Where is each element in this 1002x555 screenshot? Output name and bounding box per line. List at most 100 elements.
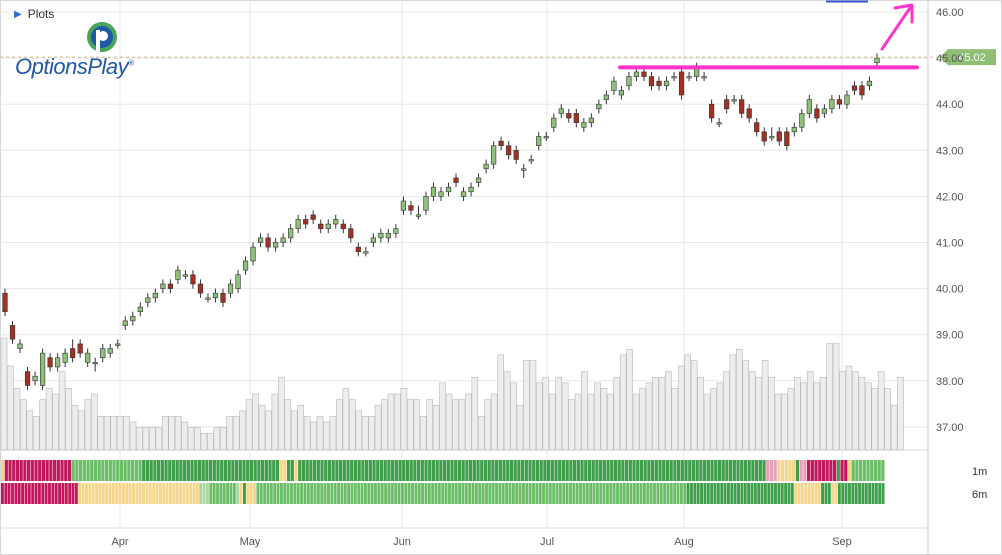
score-cell: [232, 483, 236, 504]
score-cell: [37, 483, 41, 504]
score-cell: [542, 483, 546, 504]
score-cell: [498, 483, 502, 504]
score-cell: [584, 460, 588, 481]
score-cell: [142, 483, 146, 504]
score-cell: [548, 483, 552, 504]
candle-down: [310, 214, 316, 220]
score-cell: [642, 483, 646, 504]
score-cell: [773, 460, 777, 481]
volume-bar: [65, 388, 72, 451]
score-cell: [639, 483, 643, 504]
score-cell: [125, 483, 129, 504]
score-cell: [716, 483, 720, 504]
candle-down: [678, 71, 685, 96]
score-cell: [841, 483, 845, 504]
candle-down: [648, 76, 655, 87]
score-cell: [483, 460, 488, 481]
candle-up: [242, 260, 249, 271]
score-cell: [515, 483, 519, 504]
score-cell: [814, 460, 818, 481]
volume-bar: [781, 393, 788, 451]
candle-down: [709, 103, 715, 119]
candle-down: [724, 99, 730, 110]
volume-bar: [297, 404, 305, 451]
score-label: 6m: [972, 489, 987, 501]
candle-up: [528, 159, 534, 162]
score-cell: [316, 483, 320, 504]
score-cell: [206, 483, 209, 504]
candle-up: [273, 242, 279, 248]
score-cell: [766, 460, 770, 481]
score-cell: [699, 460, 703, 481]
score-cell: [182, 483, 186, 504]
score-cell: [313, 483, 317, 504]
score-cell: [400, 483, 404, 504]
volume-bar: [187, 427, 195, 451]
candle-up: [701, 76, 707, 79]
score-cell: [384, 483, 388, 504]
volume-bar: [419, 416, 427, 451]
candle-down: [566, 113, 572, 119]
volume-bar: [303, 416, 311, 451]
score-cell: [185, 483, 189, 504]
candle-down: [761, 131, 767, 142]
score-cell: [729, 460, 733, 481]
score-cell: [409, 460, 413, 481]
score-cell: [335, 460, 339, 481]
score-cell: [730, 483, 734, 504]
score-cell: [532, 483, 535, 504]
score-cell: [79, 460, 83, 481]
logo-p-icon: [87, 22, 117, 52]
score-cell: [647, 460, 651, 481]
volume-bar: [645, 382, 653, 451]
score-cell: [216, 460, 220, 481]
candle-down: [656, 80, 662, 87]
score-cell: [862, 460, 866, 481]
score-cell: [569, 483, 572, 504]
plots-toggle[interactable]: ▶ Plots: [14, 7, 54, 21]
score-cell: [680, 460, 684, 481]
score-cell: [368, 460, 372, 481]
score-cell: [189, 483, 193, 504]
score-cell: [831, 483, 835, 504]
score-cell: [625, 460, 629, 481]
score-cell: [784, 483, 788, 504]
score-cell: [152, 483, 156, 504]
score-cell: [239, 483, 243, 504]
score-cell: [774, 483, 777, 504]
score-cell: [663, 483, 667, 504]
annotations: 45.02: [0, 0, 996, 70]
score-cell: [599, 483, 603, 504]
score-cell: [750, 483, 754, 504]
score-cell: [253, 483, 256, 504]
plots-label: Plots: [27, 7, 55, 21]
volume-bar: [871, 388, 879, 451]
score-cell: [606, 483, 609, 504]
candle-up: [483, 163, 489, 170]
score-cell: [169, 483, 172, 504]
score-cell: [394, 460, 398, 481]
score-cell: [98, 483, 102, 504]
score-cell: [448, 483, 451, 504]
score-cell: [518, 483, 522, 504]
score-cell: [377, 483, 381, 504]
candle-down: [641, 71, 647, 77]
volume-bar: [742, 360, 750, 451]
score-cell: [85, 483, 88, 504]
candle-up: [160, 283, 166, 289]
candle-up: [521, 168, 527, 171]
score-cell: [580, 460, 584, 481]
candle-down: [851, 85, 858, 91]
score-cell: [374, 483, 377, 504]
volume-bar: [542, 376, 550, 451]
score-cell: [710, 460, 714, 481]
score-cell: [632, 460, 636, 481]
volume-bar: [581, 371, 588, 451]
volume-bar: [374, 404, 382, 451]
volume-bar: [7, 365, 14, 451]
score-cell: [659, 483, 663, 504]
volume-bar: [587, 393, 595, 451]
volume-bar: [858, 376, 866, 451]
candle-up: [92, 362, 98, 365]
